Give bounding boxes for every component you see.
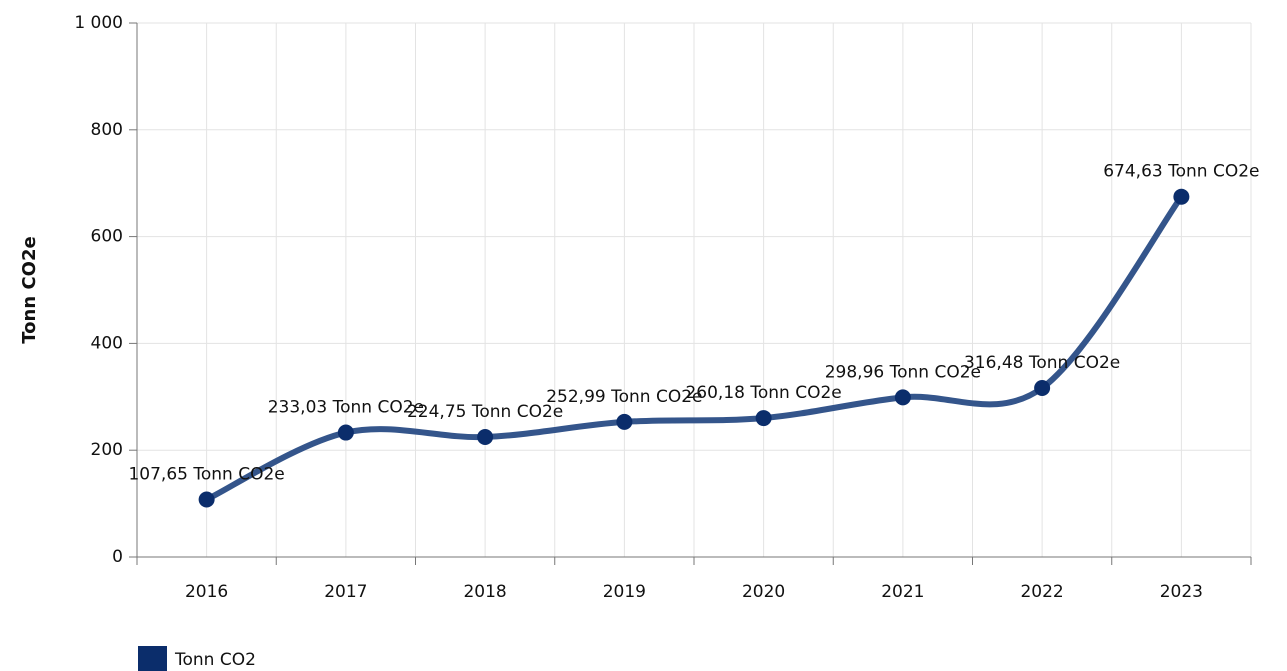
y-tick-label: 0 bbox=[112, 547, 123, 567]
y-tick-label: 200 bbox=[91, 440, 123, 460]
y-tick-label: 800 bbox=[91, 120, 123, 140]
data-label: 224,75 Tonn CO2e bbox=[407, 402, 563, 422]
data-label: 107,65 Tonn CO2e bbox=[128, 465, 284, 485]
point bbox=[198, 491, 215, 508]
data-label: 260,18 Tonn CO2e bbox=[685, 383, 841, 403]
x-tick-label: 2021 bbox=[881, 582, 924, 602]
data-label: 298,96 Tonn CO2e bbox=[825, 362, 981, 382]
point bbox=[616, 413, 633, 430]
y-tick-label: 400 bbox=[91, 333, 123, 353]
data-label: 252,99 Tonn CO2e bbox=[546, 387, 702, 407]
data-label: 233,03 Tonn CO2e bbox=[268, 398, 424, 418]
y-axis-label: Tonn CO2e bbox=[19, 236, 40, 343]
point bbox=[755, 410, 772, 427]
x-tick-label: 2022 bbox=[1020, 582, 1063, 602]
point bbox=[894, 389, 911, 406]
y-tick-label: 1 000 bbox=[74, 13, 123, 33]
y-tick-label: 600 bbox=[91, 227, 123, 247]
x-tick-label: 2020 bbox=[742, 582, 785, 602]
x-tick-label: 2016 bbox=[185, 582, 228, 602]
point bbox=[477, 428, 494, 445]
point bbox=[1173, 188, 1190, 205]
x-tick-label: 2018 bbox=[463, 582, 506, 602]
x-tick-label: 2023 bbox=[1160, 582, 1203, 602]
point bbox=[337, 424, 354, 441]
x-tick-label: 2019 bbox=[603, 582, 646, 602]
legend-label: Tonn CO2 bbox=[174, 650, 256, 670]
x-tick-label: 2017 bbox=[324, 582, 367, 602]
data-label: 674,63 Tonn CO2e bbox=[1103, 162, 1259, 182]
point bbox=[1034, 379, 1051, 396]
data-label: 316,48 Tonn CO2e bbox=[964, 353, 1120, 373]
legend-swatch bbox=[138, 646, 167, 671]
